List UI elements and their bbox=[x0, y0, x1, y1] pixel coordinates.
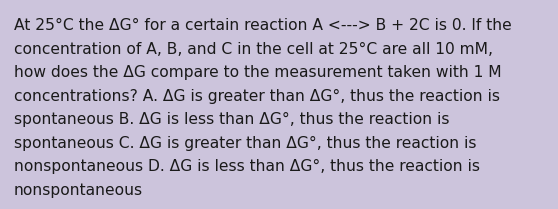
Text: concentration of A, B, and C in the cell at 25°C are all 10 mM,: concentration of A, B, and C in the cell… bbox=[14, 42, 493, 56]
Text: nonspontaneous D. ΔG is less than ΔG°, thus the reaction is: nonspontaneous D. ΔG is less than ΔG°, t… bbox=[14, 159, 480, 174]
Text: At 25°C the ΔG° for a certain reaction A <---> B + 2C is 0. If the: At 25°C the ΔG° for a certain reaction A… bbox=[14, 18, 512, 33]
Text: spontaneous B. ΔG is less than ΔG°, thus the reaction is: spontaneous B. ΔG is less than ΔG°, thus… bbox=[14, 112, 450, 127]
Text: nonspontaneous: nonspontaneous bbox=[14, 182, 143, 198]
Text: how does the ΔG compare to the measurement taken with 1 M: how does the ΔG compare to the measureme… bbox=[14, 65, 502, 80]
Text: concentrations? A. ΔG is greater than ΔG°, thus the reaction is: concentrations? A. ΔG is greater than ΔG… bbox=[14, 88, 500, 103]
Text: spontaneous C. ΔG is greater than ΔG°, thus the reaction is: spontaneous C. ΔG is greater than ΔG°, t… bbox=[14, 135, 477, 150]
